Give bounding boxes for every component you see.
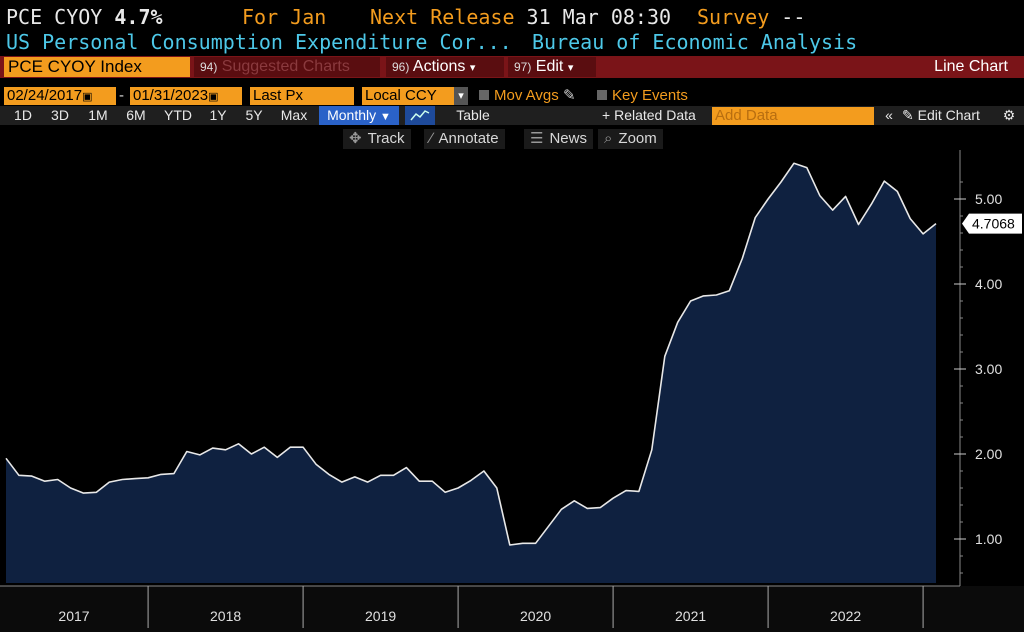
field-selector[interactable]: Last Px xyxy=(250,87,354,105)
date-separator: - xyxy=(119,87,124,104)
key-events-toggle[interactable]: Key Events xyxy=(597,87,688,105)
next-release: Next Release 31 Mar 08:30 xyxy=(370,4,671,30)
period-5y[interactable]: 5Y xyxy=(245,107,263,123)
currency-selector[interactable]: Local CCY ▾ xyxy=(362,87,468,105)
next-release-value: 31 Mar 08:30 xyxy=(526,5,672,29)
mov-avgs-label: Mov Avgs xyxy=(494,87,559,104)
edit-chart-label: Edit Chart xyxy=(917,107,980,123)
chart-type-label[interactable]: Line Chart xyxy=(934,58,1008,75)
period-1d[interactable]: 1D xyxy=(14,107,32,123)
x-tick-label: 2018 xyxy=(210,608,241,624)
x-tick-label: 2022 xyxy=(830,608,861,624)
mov-avgs-toggle[interactable]: Mov Avgs ✎ xyxy=(479,87,576,105)
x-tick-label: 2020 xyxy=(520,608,551,624)
key-events-label: Key Events xyxy=(612,87,688,104)
suggested-charts-button[interactable]: 94) Suggested Charts xyxy=(194,57,380,77)
table-button[interactable]: Table xyxy=(456,107,490,123)
area-fill xyxy=(6,163,936,584)
for-period: For Jan xyxy=(242,5,327,29)
data-source: Bureau of Economic Analysis xyxy=(532,30,858,54)
collapse-icon[interactable]: « xyxy=(885,107,893,123)
zoom-label: Zoom xyxy=(618,130,657,147)
related-data-button[interactable]: + Related Data xyxy=(602,106,706,125)
x-tick-label: 2017 xyxy=(58,608,89,624)
pencil-icon[interactable]: ✎ xyxy=(562,87,576,104)
mov-avgs-checkbox[interactable] xyxy=(479,90,489,100)
key-events-checkbox[interactable] xyxy=(597,90,607,100)
annotate-icon: ∕ xyxy=(430,130,433,147)
period-max[interactable]: Max xyxy=(280,107,308,123)
crosshair-icon: ✥ xyxy=(349,130,362,147)
zoom-tool[interactable]: ⌕ Zoom xyxy=(598,129,663,149)
end-date-value: 01/31/2023 xyxy=(133,87,209,104)
period-1m[interactable]: 1M xyxy=(88,107,108,123)
currency-value: Local CCY xyxy=(365,87,437,104)
plus-icon: + xyxy=(602,107,611,123)
edit-button[interactable]: 97) Edit ▾ xyxy=(508,57,596,77)
period-1y[interactable]: 1Y xyxy=(209,107,227,123)
track-label: Track xyxy=(367,130,405,147)
survey-value: -- xyxy=(781,5,806,29)
y-tick-label: 3.00 xyxy=(975,361,1002,377)
actions-num: 96) xyxy=(392,60,410,74)
add-data-input[interactable]: Add Data xyxy=(712,107,874,125)
actions-button[interactable]: 96) Actions ▾ xyxy=(386,57,504,77)
annotate-label: Annotate xyxy=(438,130,499,147)
y-tick-label: 5.00 xyxy=(975,191,1002,207)
related-data-label: Related Data xyxy=(614,107,696,123)
y-tick-label: 4.00 xyxy=(975,276,1002,292)
pencil-icon: ✎ xyxy=(902,107,914,123)
y-tick-label: 1.00 xyxy=(975,531,1002,547)
gear-icon[interactable]: ⚙ xyxy=(1002,107,1016,123)
survey: Survey -- xyxy=(697,4,805,30)
survey-label: Survey xyxy=(697,5,770,29)
news-icon: ☰ xyxy=(530,130,544,147)
x-tick-label: 2021 xyxy=(675,608,706,624)
news-tool[interactable]: ☰ News xyxy=(524,129,593,149)
security-field[interactable]: PCE CYOY Index xyxy=(4,57,190,77)
zoom-icon: ⌕ xyxy=(604,130,613,147)
actions-caret-icon: ▾ xyxy=(469,62,476,74)
annotate-tool[interactable]: ∕ Annotate xyxy=(424,129,505,149)
news-label: News xyxy=(549,130,587,147)
line-chart-icon[interactable] xyxy=(405,106,435,125)
frequency-selector[interactable]: Monthly ▼ xyxy=(319,106,399,125)
suggested-charts-num: 94) xyxy=(200,60,218,74)
x-axis-band xyxy=(0,586,1024,632)
start-date-value: 02/24/2017 xyxy=(7,87,83,104)
suggested-charts-label: Suggested Charts xyxy=(221,58,350,75)
currency-caret-icon[interactable]: ▾ xyxy=(454,87,468,105)
end-date-field[interactable]: 01/31/2023▣ xyxy=(130,87,242,105)
edit-chart-button[interactable]: ✎ Edit Chart xyxy=(902,106,996,125)
calendar-icon[interactable]: ▣ xyxy=(208,91,219,103)
security-description: US Personal Consumption Expenditure Cor.… xyxy=(6,30,512,54)
period-6m[interactable]: 6M xyxy=(126,107,146,123)
track-tool[interactable]: ✥ Track xyxy=(343,129,411,149)
next-release-label: Next Release xyxy=(370,5,515,29)
x-tick-label: 2019 xyxy=(365,608,396,624)
last-value: 4.7% xyxy=(114,5,163,29)
period-3d[interactable]: 3D xyxy=(51,107,69,123)
security-header: PCE CYOY 4.7% xyxy=(6,4,163,30)
last-value-label: 4.7068 xyxy=(972,216,1015,232)
frequency-caret-icon: ▼ xyxy=(380,111,391,123)
edit-label: Edit xyxy=(535,58,564,75)
y-tick-label: 2.00 xyxy=(975,446,1002,462)
edit-caret-icon: ▾ xyxy=(567,62,574,74)
period-ytd[interactable]: YTD xyxy=(164,107,192,123)
frequency-value: Monthly xyxy=(327,107,377,123)
start-date-field[interactable]: 02/24/2017▣ xyxy=(4,87,116,105)
edit-num: 97) xyxy=(514,60,532,74)
calendar-icon[interactable]: ▣ xyxy=(82,91,93,103)
ticker-label: PCE CYOY xyxy=(6,5,103,29)
actions-label: Actions xyxy=(412,58,466,75)
last-value-tag xyxy=(962,213,1022,234)
